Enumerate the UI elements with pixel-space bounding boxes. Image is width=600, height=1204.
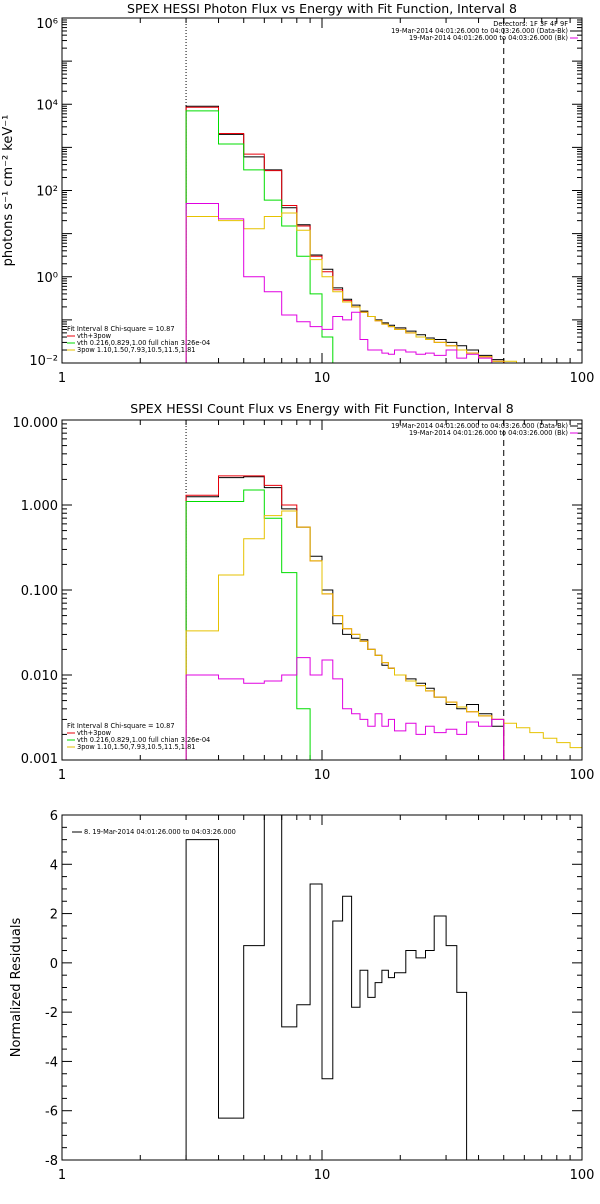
legend-entry: 3pow 1.10,1.50,7.93,10.5,11.5,1.81 [77, 346, 195, 354]
legend-entry: 19-Mar-2014 04:01:26.000 to 04:03:26.000… [391, 27, 568, 35]
plot-frame [61, 419, 583, 761]
series-vth [185, 489, 323, 760]
y-tick-label: 6 [50, 809, 58, 824]
series-group [185, 815, 479, 1160]
series-3pow [185, 510, 582, 760]
y-tick-label: 0 [50, 957, 58, 972]
y-tick-label: -8 [45, 1154, 58, 1169]
x-tick-label: 1 [58, 768, 66, 783]
plot-frame [61, 17, 583, 364]
series-3pow [185, 212, 517, 363]
legend-entry: Fit Interval 8 Chi-square = 10.87 [67, 722, 175, 730]
x-tick-label: 100 [570, 371, 595, 386]
x-tick-label: 10 [314, 768, 331, 783]
series-bk [185, 657, 505, 760]
x-tick-label: 1 [58, 1168, 66, 1183]
x-tick-label: 10 [314, 371, 331, 386]
y-tick-label: 10⁶ [36, 17, 58, 32]
legend-entry: vth+3pow [77, 332, 112, 340]
y-tick-label: 0.010 [21, 669, 58, 684]
chart-1: SPEX HESSI Photon Flux vs Energy with Fi… [1, 1, 594, 386]
y-tick-label: 1.000 [21, 499, 58, 514]
legend-entry: Detectors: 1F 3F 4F 9F [493, 20, 568, 28]
y-tick-label: -6 [45, 1105, 58, 1120]
chart-2: SPEX HESSI Count Flux vs Energy with Fit… [13, 401, 595, 783]
legend-entry: 8. 19-Mar-2014 04:01:26.000 to 04:03:26.… [84, 828, 236, 836]
y-tick-label: -4 [45, 1055, 58, 1070]
y-tick-label: 10.000 [13, 416, 59, 431]
series-group [185, 105, 517, 363]
legend-entry: 3pow 1.10,1.50,7.93,10.5,11.5,1.81 [77, 743, 195, 751]
x-tick-label: 100 [570, 768, 595, 783]
legend-entry: vth 0.216,0.829,1.00 full chian 3.26e-04 [77, 339, 210, 347]
y-axis-label: Normalized Residuals [9, 918, 24, 1058]
y-tick-label: 0.100 [21, 584, 58, 599]
legend-entry: 19-Mar-2014 04:01:26.000 to 04:03:26.000… [409, 34, 568, 42]
y-tick-label: 4 [50, 858, 58, 873]
y-tick-label: 10⁰ [36, 271, 58, 286]
y-axis-label: photons s⁻¹ cm⁻² keV⁻¹ [1, 115, 16, 267]
series-vth [185, 110, 353, 363]
y-tick-label: -2 [45, 1006, 58, 1021]
chart-title: SPEX HESSI Count Flux vs Energy with Fit… [130, 401, 513, 416]
x-tick-label: 10 [314, 1168, 331, 1183]
legend-entry: 19-Mar-2014 04:01:26.000 to 04:03:26.000… [409, 429, 568, 437]
y-tick-label: 10⁴ [36, 98, 58, 113]
y-tick-label: 10² [36, 185, 58, 200]
series-bk [185, 203, 505, 363]
legend-entry: 19-Mar-2014 04:01:26.000 to 04:03:26.000… [391, 422, 568, 430]
legend-entry: vth 0.216,0.829,1.00 full chian 3.26e-04 [77, 736, 210, 744]
y-tick-label: 2 [50, 908, 58, 923]
y-tick-label: 0.001 [21, 752, 58, 767]
series-residuals [185, 815, 479, 1160]
plot-frame [61, 814, 583, 1161]
y-tick-label: 10⁻² [29, 354, 58, 369]
chart-3: Normalized Residuals 1 10 100 -8 -6 -4 -2 0 2 4 6 8.… [9, 809, 594, 1183]
legend-entry: vth+3pow [77, 729, 112, 737]
x-tick-label: 1 [58, 371, 66, 386]
chart-title: SPEX HESSI Photon Flux vs Energy with Fi… [127, 1, 517, 16]
legend-entry: Fit Interval 8 Chi-square = 10.87 [67, 325, 175, 333]
series-group [185, 475, 582, 760]
x-tick-label: 100 [570, 1168, 595, 1183]
